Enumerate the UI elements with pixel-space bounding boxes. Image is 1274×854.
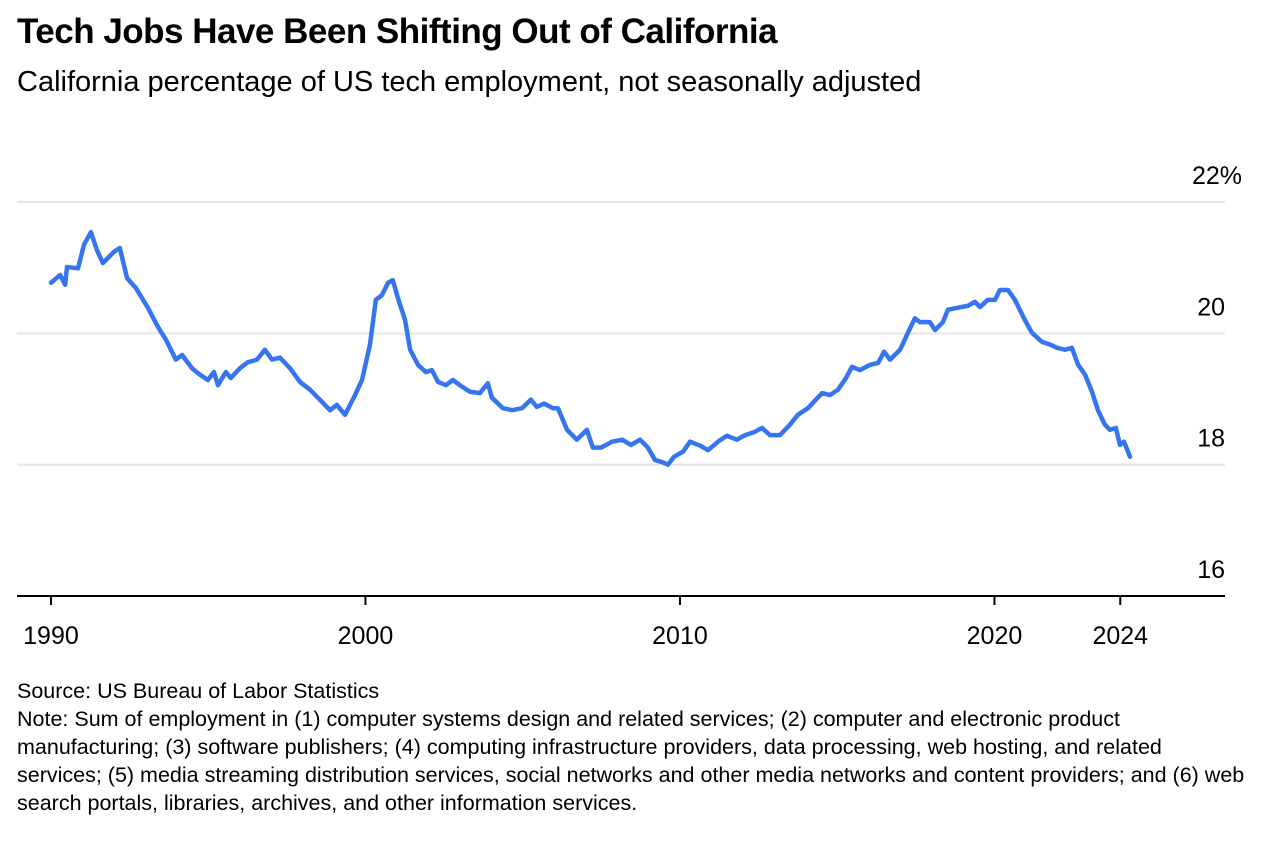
footer: Source: US Bureau of Labor Statistics No…: [17, 677, 1247, 817]
x-tick-label: 2010: [652, 622, 708, 650]
y-tick-label: 20: [1197, 293, 1225, 321]
x-tick-label: 2000: [338, 622, 394, 650]
source: Source: US Bureau of Labor Statistics: [17, 679, 380, 703]
chart: 16 18 20 22% 1990 2000 2010 2020 2024: [17, 162, 1242, 650]
y-tick-label: 22%: [1192, 162, 1242, 190]
x-tick-label: 2024: [1092, 622, 1148, 650]
x-tick-label: 2020: [967, 622, 1023, 650]
chart-subtitle: California percentage of US tech employm…: [17, 66, 922, 98]
data-line: [48, 229, 1133, 467]
chart-title: Tech Jobs Have Been Shifting Out of Cali…: [17, 12, 778, 51]
x-tick-label: 1990: [23, 622, 79, 650]
note: Note: Sum of employment in (1) computer …: [17, 707, 1245, 815]
y-tick-label: 18: [1197, 425, 1225, 453]
y-tick-label: 16: [1197, 556, 1225, 584]
